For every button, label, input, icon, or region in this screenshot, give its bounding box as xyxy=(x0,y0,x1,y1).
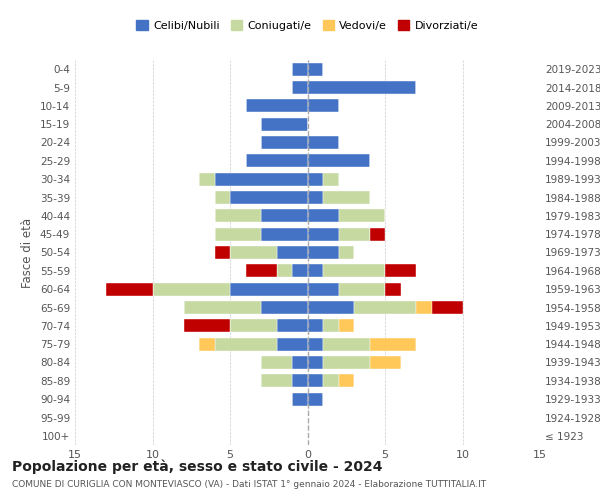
Bar xyxy=(431,301,463,314)
Bar xyxy=(308,301,354,314)
Bar xyxy=(370,338,416,350)
Bar xyxy=(230,283,308,296)
Bar xyxy=(292,63,308,76)
Bar xyxy=(277,264,292,277)
Legend: Celibi/Nubili, Coniugati/e, Vedovi/e, Divorziati/e: Celibi/Nubili, Coniugati/e, Vedovi/e, Di… xyxy=(132,16,483,35)
Bar xyxy=(106,283,152,296)
Bar xyxy=(277,246,308,259)
Bar xyxy=(292,374,308,387)
Bar xyxy=(308,374,323,387)
Bar xyxy=(338,374,354,387)
Bar xyxy=(338,283,385,296)
Bar xyxy=(245,154,308,167)
Bar xyxy=(230,191,308,204)
Bar xyxy=(215,228,261,240)
Bar xyxy=(354,301,416,314)
Bar xyxy=(308,63,323,76)
Bar xyxy=(323,264,385,277)
Bar xyxy=(292,264,308,277)
Bar xyxy=(215,210,261,222)
Bar xyxy=(245,264,277,277)
Bar xyxy=(385,264,416,277)
Bar xyxy=(261,301,308,314)
Bar xyxy=(215,191,230,204)
Bar xyxy=(416,301,431,314)
Bar xyxy=(338,228,370,240)
Bar xyxy=(230,246,277,259)
Text: COMUNE DI CURIGLIA CON MONTEVIASCO (VA) - Dati ISTAT 1° gennaio 2024 - Elaborazi: COMUNE DI CURIGLIA CON MONTEVIASCO (VA) … xyxy=(12,480,486,489)
Bar xyxy=(323,320,338,332)
Bar xyxy=(308,100,338,112)
Bar xyxy=(323,356,370,369)
Bar xyxy=(308,173,323,186)
Bar xyxy=(261,228,308,240)
Bar xyxy=(338,210,385,222)
Bar xyxy=(308,228,338,240)
Bar xyxy=(323,173,338,186)
Bar xyxy=(308,356,323,369)
Bar xyxy=(323,374,338,387)
Bar xyxy=(152,283,230,296)
Bar xyxy=(308,283,338,296)
Bar xyxy=(370,356,401,369)
Bar xyxy=(323,338,370,350)
Text: Popolazione per età, sesso e stato civile - 2024: Popolazione per età, sesso e stato civil… xyxy=(12,460,383,474)
Bar xyxy=(215,173,308,186)
Bar xyxy=(215,338,277,350)
Bar xyxy=(230,320,277,332)
Bar xyxy=(277,338,308,350)
Bar xyxy=(308,191,323,204)
Bar xyxy=(215,246,230,259)
Bar xyxy=(370,228,385,240)
Bar xyxy=(308,154,370,167)
Bar xyxy=(308,338,323,350)
Bar xyxy=(261,118,308,130)
Bar xyxy=(292,356,308,369)
Bar xyxy=(308,246,338,259)
Bar xyxy=(385,283,401,296)
Bar xyxy=(308,81,416,94)
Bar xyxy=(261,210,308,222)
Bar xyxy=(261,136,308,149)
Bar xyxy=(308,264,323,277)
Bar xyxy=(308,393,323,406)
Bar xyxy=(308,320,323,332)
Bar xyxy=(323,191,370,204)
Bar xyxy=(338,320,354,332)
Bar xyxy=(184,301,261,314)
Bar xyxy=(308,136,338,149)
Bar xyxy=(292,393,308,406)
Bar xyxy=(338,246,354,259)
Bar xyxy=(245,100,308,112)
Bar xyxy=(308,210,338,222)
Bar xyxy=(261,356,292,369)
Bar xyxy=(292,81,308,94)
Bar xyxy=(277,320,308,332)
Bar xyxy=(199,338,215,350)
Bar xyxy=(184,320,230,332)
Bar xyxy=(261,374,292,387)
Y-axis label: Fasce di età: Fasce di età xyxy=(22,218,34,288)
Bar xyxy=(199,173,215,186)
